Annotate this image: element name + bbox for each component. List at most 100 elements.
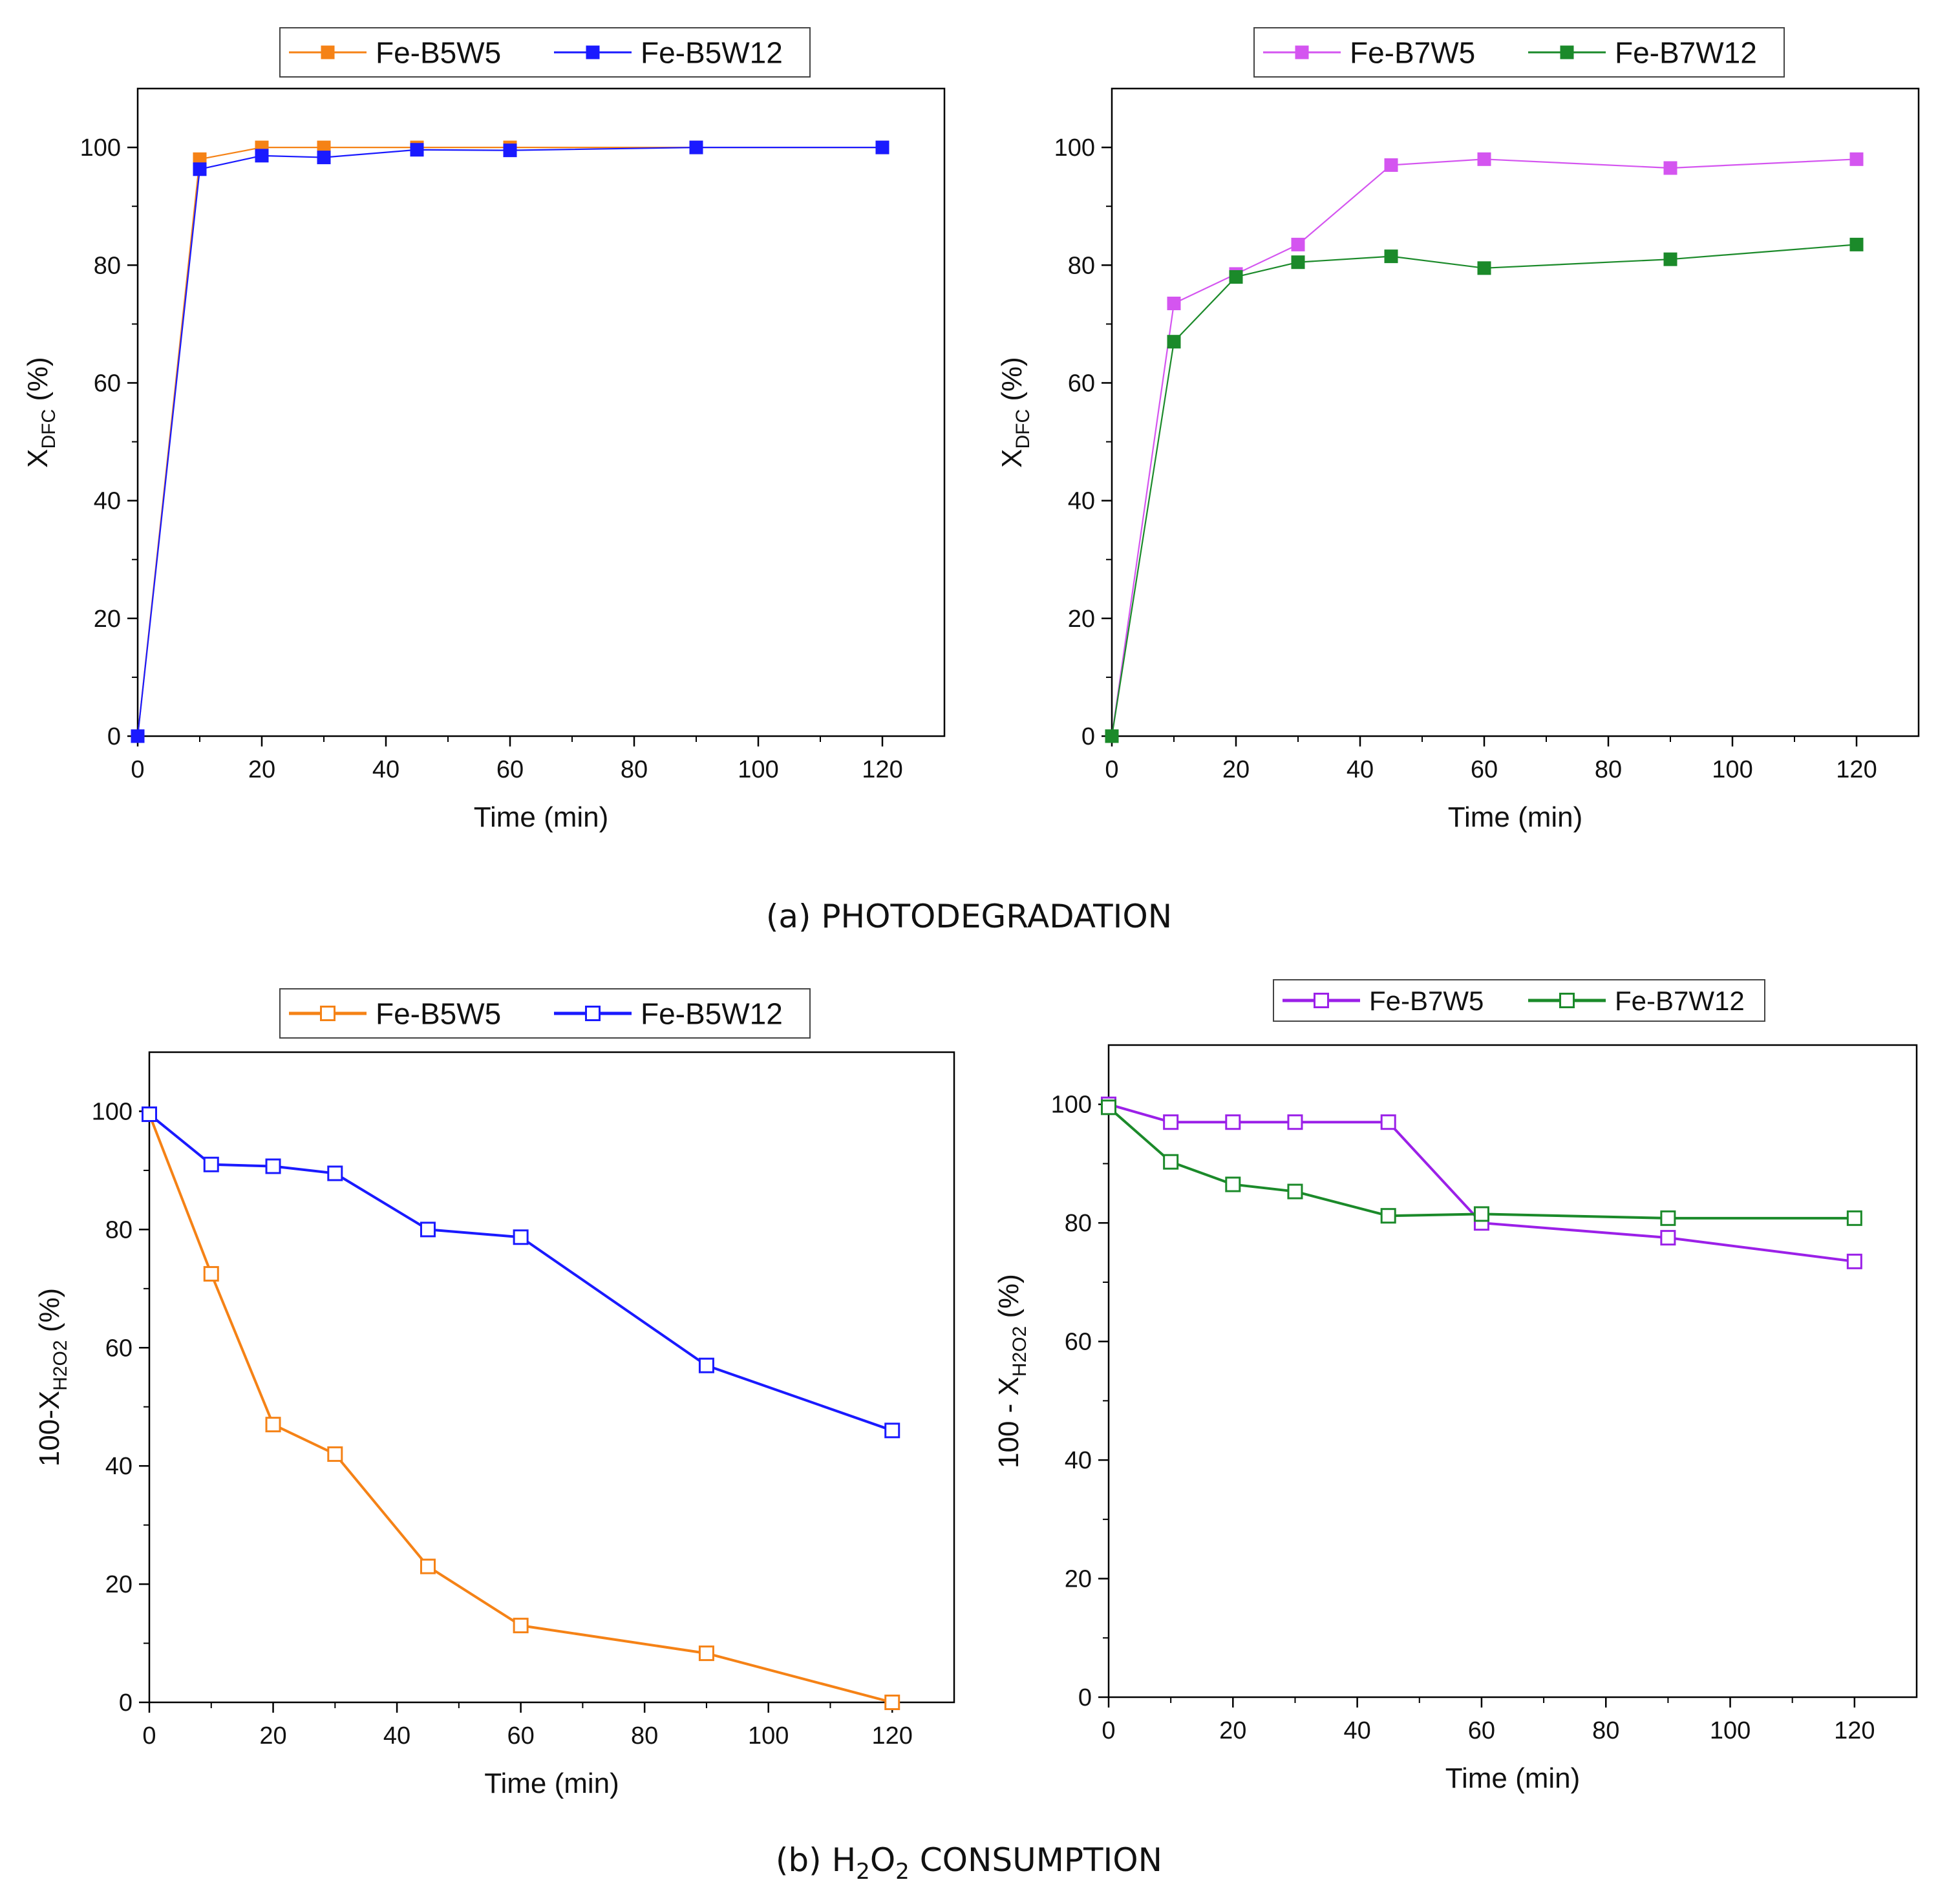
x-tick-label: 0: [1102, 1717, 1115, 1744]
caption-b-sub2: 2: [895, 1859, 910, 1885]
x-tick-label: 0: [131, 756, 144, 783]
y-axis-label-unit: (%): [22, 357, 54, 409]
caption-b: (b) H2O2 CONSUMPTION: [776, 1841, 1162, 1885]
y-axis-label-unit: (%): [996, 357, 1028, 409]
plot-frame: [148, 1051, 955, 1704]
legend-box: [279, 988, 811, 1039]
x-tick-label: 40: [1343, 1717, 1370, 1744]
y-axis-label-main: X: [996, 449, 1028, 467]
y-tick-label: 0: [1078, 1684, 1092, 1711]
x-tick-label: 80: [631, 1722, 658, 1750]
data-point-Fe-B7W12: [1105, 729, 1119, 743]
chart-bottom-left: 0 20 40 60 80 100 120 0 20 40 60 80 100 Time (min) 100…: [34, 988, 955, 1799]
plot-frame: [1107, 1044, 1918, 1698]
legend-box: [279, 27, 811, 78]
caption-b-mid: O: [870, 1841, 895, 1879]
data-point-Fe-B7W12: [1849, 237, 1864, 251]
legend-label-Fe-B7W12: Fe-B7W12: [1615, 986, 1745, 1016]
y-tick-label: 80: [1068, 252, 1095, 279]
y-tick-label: 20: [94, 606, 121, 633]
data-point-Fe-B7W12: [1101, 1099, 1116, 1116]
legend-label-Fe-B5W12: Fe-B5W12: [641, 997, 783, 1031]
series-line-Fe-B5W12: [148, 1113, 893, 1432]
caption-b-sub1: 2: [856, 1859, 870, 1885]
legend-label-Fe-B7W12: Fe-B7W12: [1615, 36, 1757, 70]
data-point-Fe-B7W12: [1287, 1183, 1303, 1200]
data-point-Fe-B7W12: [1473, 1206, 1489, 1222]
chart-bottom-right: 0 20 40 60 80 100 120 0 20 40 60 80 100 Time (min) 100…: [993, 979, 1918, 1794]
data-point-Fe-B5W12: [131, 729, 145, 743]
legend-marker-Fe-B7W12: [1559, 993, 1575, 1008]
data-point-Fe-B7W12: [1163, 1154, 1179, 1170]
x-tick-label: 60: [1471, 756, 1498, 783]
legend-label-Fe-B5W12: Fe-B5W12: [641, 36, 783, 70]
legend-marker-Fe-B5W5: [321, 45, 335, 59]
y-tick-label: 40: [1065, 1447, 1092, 1474]
y-tick-label: 80: [1065, 1210, 1092, 1237]
x-axis-label: Time (min): [1445, 1762, 1581, 1794]
y-axis-label-sub: H2O2: [1009, 1326, 1030, 1377]
data-point-Fe-B7W12: [1846, 1210, 1862, 1226]
caption-a: (a) PHOTODEGRADATION: [766, 898, 1172, 935]
caption-b-suffix: CONSUMPTION: [910, 1841, 1162, 1879]
legend-box: [1253, 27, 1785, 78]
legend-marker-Fe-B7W12: [1560, 45, 1574, 59]
legend-marker-Fe-B5W5: [320, 1006, 335, 1021]
caption-b-prefix: (b) H: [776, 1841, 856, 1879]
data-point-Fe-B7W5: [1663, 161, 1677, 175]
x-tick-label: 120: [862, 756, 902, 783]
y-tick-label: 40: [105, 1453, 133, 1480]
y-tick-label: 60: [94, 370, 121, 397]
x-tick-label: 80: [1595, 756, 1622, 783]
legend-marker-Fe-B5W12: [585, 1006, 601, 1021]
x-tick-label: 20: [1219, 1717, 1246, 1744]
x-tick-label: 80: [1592, 1717, 1619, 1744]
data-point-Fe-B7W5: [1291, 237, 1305, 251]
data-point-Fe-B5W5: [203, 1265, 219, 1282]
x-tick-label: 0: [1105, 756, 1118, 783]
y-axis-label: XDFC (%): [996, 357, 1034, 468]
data-point-Fe-B7W12: [1167, 335, 1181, 349]
y-tick-label: 20: [1065, 1566, 1092, 1593]
data-point-Fe-B7W5: [1477, 152, 1491, 166]
legend-marker-Fe-B7W5: [1295, 45, 1309, 59]
series-line-Fe-B5W12: [136, 146, 882, 737]
x-axis-label: Time (min): [474, 801, 609, 833]
series-line-Fe-B7W5: [1111, 158, 1857, 737]
y-tick-label: 80: [105, 1216, 133, 1243]
y-tick-label: 20: [1068, 606, 1095, 633]
y-tick-label: 0: [119, 1689, 133, 1717]
y-axis-label-main: 100-X: [34, 1391, 65, 1466]
x-tick-label: 20: [1222, 756, 1250, 783]
data-point-Fe-B7W5: [1846, 1253, 1862, 1269]
data-point-Fe-B7W12: [1663, 252, 1677, 266]
data-point-Fe-B5W12: [503, 143, 517, 158]
x-axis-label: Time (min): [1448, 801, 1583, 833]
legend-label-Fe-B5W5: Fe-B5W5: [376, 36, 501, 70]
chart-top-left: 0 20 40 60 80 100 120 0 20 40 60 80 100 Time (min) XDF…: [22, 27, 946, 833]
data-point-Fe-B7W5: [1849, 152, 1864, 166]
y-axis-label-unit: (%): [34, 1288, 65, 1340]
series-line-Fe-B7W12: [1107, 1106, 1855, 1220]
data-point-Fe-B7W5: [1287, 1114, 1303, 1130]
data-point-Fe-B5W12: [875, 140, 889, 154]
y-tick-label: 0: [1081, 723, 1095, 750]
y-axis-label: 100-XH2O2 (%): [34, 1288, 71, 1466]
data-point-Fe-B5W12: [317, 151, 331, 165]
x-tick-label: 20: [259, 1722, 286, 1750]
data-point-Fe-B5W5: [513, 1618, 529, 1634]
x-tick-label: 80: [621, 756, 648, 783]
plot-frame: [136, 87, 946, 737]
data-point-Fe-B7W12: [1229, 270, 1243, 284]
data-point-Fe-B5W12: [203, 1156, 219, 1172]
legend-label-Fe-B5W5: Fe-B5W5: [376, 997, 501, 1031]
series-line-Fe-B7W5: [1108, 1103, 1855, 1263]
y-tick-label: 60: [1065, 1329, 1092, 1356]
data-point-Fe-B5W12: [420, 1222, 436, 1238]
x-tick-label: 40: [372, 756, 399, 783]
y-axis-label-main: X: [22, 449, 54, 467]
y-axis-label: XDFC (%): [22, 357, 59, 468]
x-tick-label: 100: [748, 1722, 789, 1750]
